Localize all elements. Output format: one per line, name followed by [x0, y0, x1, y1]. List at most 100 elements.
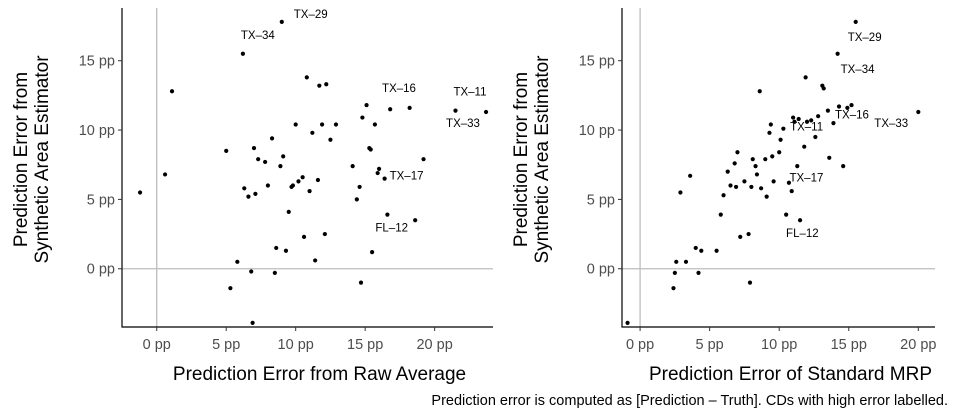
panel-1-data-point — [364, 102, 369, 108]
panel-2-data-point — [777, 150, 782, 155]
panel-2-data-point — [797, 218, 803, 223]
panel-1-data-point — [274, 245, 279, 251]
panel-1-x-axis-title: Prediction Error from Raw Average — [173, 364, 466, 385]
panel-1-data-point — [333, 122, 339, 127]
panel-1-data-point — [382, 176, 387, 181]
panel-2-data-point — [784, 212, 789, 217]
panel-1-data-point — [224, 148, 229, 153]
panel-1-point-label: TX–17 — [390, 171, 424, 183]
panel-1-data-point — [293, 122, 298, 127]
panel-1-data-point — [372, 122, 377, 127]
panel-2-data-point — [678, 190, 683, 195]
panel-1-data-point — [483, 109, 489, 115]
panel-2-x-tick-label: 10 pp — [761, 337, 797, 353]
panel-2-data-point — [728, 183, 733, 188]
panel-2-y-tick-label: 5 pp — [587, 192, 615, 208]
panel-1-data-point — [240, 51, 245, 56]
panel-2-data-point — [733, 184, 739, 190]
panel-1-data-point — [296, 179, 301, 184]
panel-2-data-point — [789, 188, 794, 194]
panel-2-data-point — [753, 164, 758, 169]
panel-2-point-label: TX–34 — [841, 64, 875, 76]
panel-2-data-point — [671, 286, 676, 291]
panel-1-x-tick-label: 5 pp — [212, 337, 240, 353]
panel-1-data-point — [357, 184, 362, 190]
panel-2-data-point — [757, 89, 762, 94]
panel-1-data-point — [370, 250, 375, 255]
panel-2-data-point — [754, 172, 760, 177]
panel-2-data-point — [725, 169, 730, 174]
panel-1-data-point — [350, 164, 355, 169]
panel-1-point-label: TX–34 — [241, 30, 275, 42]
panel-1-x-tick-label: 10 pp — [278, 337, 314, 353]
panel-1-data-point — [407, 105, 412, 110]
panel-2-y-axis-title-line-1: Prediction Error from — [511, 72, 532, 247]
panel-2-data-point — [763, 157, 768, 162]
panel-2-data-point — [792, 119, 797, 124]
panel-2-data-point — [672, 270, 677, 276]
panel-2-data-point — [683, 259, 689, 264]
panel-2-data-point — [803, 75, 808, 80]
panel-2-data-point — [795, 164, 800, 169]
panel-1-data-point — [286, 209, 291, 214]
panel-2-data-point — [841, 164, 846, 169]
panel-1-data-point — [169, 89, 175, 94]
panel-2-data-point — [827, 155, 832, 160]
panel-1-data-point — [249, 269, 254, 274]
panel-1-data-point — [385, 212, 390, 217]
panel-2-data-point — [781, 126, 786, 131]
panel-1-point-label: TX–29 — [294, 9, 328, 21]
panel-2-data-point — [718, 212, 723, 217]
panel-2-data-point — [732, 161, 737, 166]
panel-1-data-point — [413, 218, 418, 223]
panel-1-data-point — [322, 231, 327, 237]
panel-1-y-axis-title-line-2: Synthetic Area Estimator — [32, 55, 53, 264]
panel-2-data-point — [699, 248, 704, 253]
panel-1-data-point — [313, 258, 318, 263]
panel-1-data-point — [453, 108, 458, 113]
panel-1-data-point — [269, 136, 275, 141]
panel-2-data-point — [831, 121, 836, 126]
panel-2-data-point — [764, 194, 769, 199]
panel-1-data-point — [304, 75, 309, 80]
panel-2-data-point — [625, 320, 630, 325]
panel-2-data-point — [778, 137, 783, 142]
panel-2-point-label: TX–11 — [790, 122, 823, 134]
panel-2-x-tick-label: 0 pp — [626, 337, 654, 353]
panel-1-data-point — [388, 107, 393, 112]
panel-1-y-tick-label: 15 pp — [79, 54, 115, 70]
panel-2-data-point — [747, 280, 753, 285]
panel-2-y-tick-label: 10 pp — [579, 123, 615, 139]
panel-2-point-label: TX–33 — [874, 118, 908, 130]
panel-2-point-label: FL–12 — [786, 228, 819, 240]
panel-1-y-tick-label: 10 pp — [79, 123, 115, 139]
panel-2-y-tick-label: 15 pp — [579, 54, 615, 70]
panel-1-y-tick-label: 5 pp — [87, 192, 115, 208]
panel-1-data-point — [354, 197, 359, 202]
panel-2-data-point — [836, 104, 842, 109]
panel-1-data-point — [283, 248, 289, 253]
panel-1-data-point — [250, 320, 255, 325]
panel-2-data-point — [821, 86, 826, 91]
panel-1-data-point — [235, 259, 240, 264]
panel-2-data-point — [809, 118, 814, 123]
panel-2-data-point — [853, 19, 858, 24]
panel-2-point-label: TX–29 — [848, 32, 882, 44]
panel-1-data-point — [290, 183, 296, 188]
panel-1-data-point — [263, 159, 268, 165]
panel-1-point-label: FL–12 — [375, 223, 408, 235]
panel-2-data-point — [802, 144, 807, 149]
panel-2-x-axis-title: Prediction Error of Standard MRP — [649, 364, 932, 385]
panel-2-x-tick-label: 15 pp — [831, 337, 867, 353]
panel-2-data-point — [804, 119, 810, 124]
panel-1-x-tick-label: 20 pp — [416, 337, 452, 353]
panel-2-data-point — [916, 109, 921, 115]
panel-1-data-point — [310, 130, 315, 135]
panel-2-data-point — [768, 122, 773, 127]
panel-2-y-tick-label: 0 pp — [587, 262, 615, 278]
panel-2-data-point — [714, 248, 719, 253]
panel-1-data-point — [251, 145, 257, 151]
panel-1-x-tick-label: 15 pp — [347, 337, 383, 353]
